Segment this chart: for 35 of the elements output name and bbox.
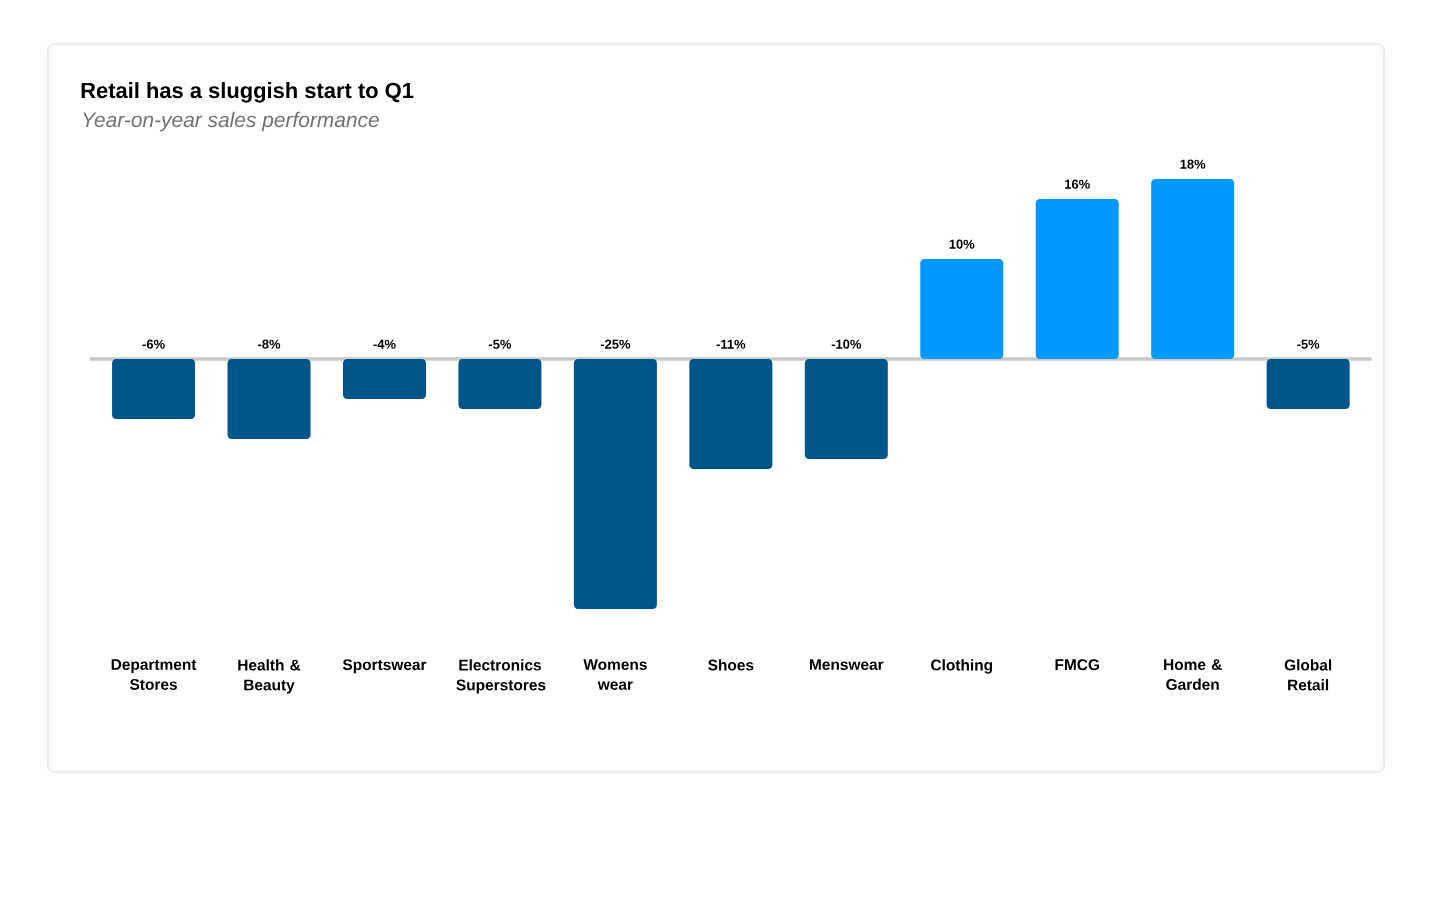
x-tick-label: Department Stores [111,659,197,690]
x-tick-label: Electronics Superstores [456,659,546,694]
x-tick-label: Global Retail [1284,659,1332,691]
bar [573,358,657,609]
x-tick-label: Menswear [810,659,884,670]
x-tick-label: Home & Garden [1164,659,1222,690]
data-label: -11% [716,339,746,349]
data-label: 10% [949,239,975,249]
data-label: -25% [600,339,631,349]
data-label: -5% [1297,339,1320,349]
bar [227,358,311,439]
data-label: -5% [488,339,512,349]
bar [458,358,542,409]
x-tick-label: Womens wear [583,659,647,690]
data-label: -6% [142,339,165,349]
bar [112,358,196,419]
data-label: -10% [831,339,862,349]
x-tick-label: Sportswear [342,659,427,674]
bar [920,258,1004,359]
x-tick-label: FMCG [1055,659,1099,671]
x-tick-label: Health & Beauty [238,659,301,694]
chart-title: Retail has a sluggish start to Q1 [81,82,414,103]
chart-subtitle: Year-on-year sales performance [83,111,379,132]
bar [689,358,773,469]
bar [1151,178,1235,359]
data-label: 16% [1065,179,1090,189]
bar [804,358,888,459]
data-label: 18% [1180,159,1206,169]
data-label: -4% [373,339,396,349]
data-label: -8% [258,339,281,349]
bar [1266,358,1350,409]
x-tick-label: Clothing [931,659,993,674]
bar [342,358,426,399]
bar [1035,198,1119,359]
x-tick-label: Shoes [708,659,754,671]
